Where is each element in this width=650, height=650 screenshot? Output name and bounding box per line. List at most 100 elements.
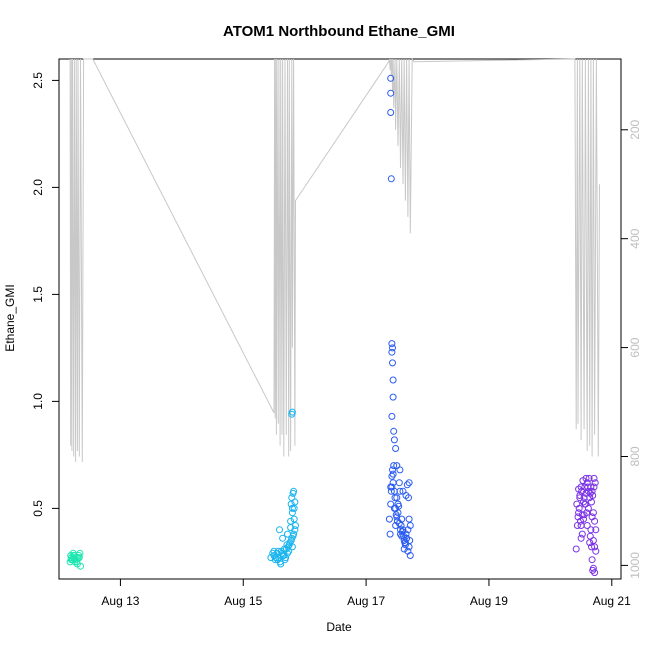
data-point [591,479,599,487]
data-point [276,526,283,534]
data-point [581,483,589,491]
data-point [591,543,599,551]
x-axis: Aug 13 Aug 15 Aug 17 Aug 19 Aug 21 [101,578,631,608]
data-point [588,498,595,506]
data-point [587,526,595,534]
x-tick-label: Aug 15 [224,594,262,608]
data-point [397,526,404,534]
data-point [396,466,404,474]
data-point [572,545,580,553]
x-tick-label: Aug 13 [101,594,139,608]
data-point [285,547,293,555]
x-axis-label: Date [326,620,352,634]
data-point [585,474,593,482]
data-point [405,479,413,487]
data-point [390,427,398,435]
data-point [592,547,600,555]
data-point [390,436,398,444]
data-point [392,445,400,452]
y-tick-label: 0.5 [31,500,45,517]
y2-axis: 200 400 600 800 1000 [621,119,642,579]
data-point [402,492,410,499]
data-point [387,74,395,82]
data-point [576,494,584,502]
data-point [394,500,402,508]
x-tick-label: Aug 21 [593,594,631,608]
data-point [289,489,297,497]
chart-title: ATOM1 Northbound Ethane_GMI [223,23,455,40]
data-point [592,526,600,534]
data-point [274,547,282,555]
data-point [401,539,409,547]
data-point [389,479,397,487]
data-point [578,511,586,519]
data-point [590,483,598,491]
y2-tick-label: 1000 [628,552,642,579]
data-point [588,543,595,551]
data-point [388,340,396,348]
data-point [387,175,395,183]
data-point [589,509,597,517]
data-point [385,515,393,523]
data-point [578,530,586,538]
x-tick-label: Aug 19 [470,594,508,608]
data-point [387,500,395,508]
data-point [405,515,413,523]
data-point [589,564,597,572]
data-point [388,412,396,420]
y2-tick-label: 400 [628,228,642,248]
data-point [274,556,282,564]
data-point [387,109,395,116]
data-point [389,359,396,367]
y-tick-label: 2.5 [31,72,45,89]
data-point [404,526,412,534]
data-point [588,556,596,564]
data-point [591,569,599,577]
data-point [288,509,296,517]
data-point [291,526,299,534]
data-point [589,537,597,544]
data-point [287,517,295,525]
y2-tick-label: 200 [628,119,642,139]
data-point [390,462,398,470]
data-point [388,348,396,356]
data-point [588,513,596,521]
data-point [403,481,411,489]
data-points-layer [66,74,600,577]
pressure-line-layer [69,57,600,462]
data-point [390,487,398,495]
y2-tick-label: 800 [628,446,642,466]
data-point [581,500,589,508]
data-point [406,552,414,559]
data-point [395,519,403,527]
data-point [283,541,291,549]
data-point [590,474,598,482]
data-point [389,376,397,384]
y-axis: 0.5 1.0 1.5 2.0 2.5 [31,72,59,517]
y-tick-label: 2.0 [31,179,45,196]
x-tick-label: Aug 17 [347,594,385,608]
pressure-line [69,57,600,462]
y-axis-label: Ethane_GMI [3,284,17,351]
data-point [393,517,401,525]
data-point [580,494,588,502]
data-point [393,513,401,521]
data-point [290,515,298,523]
data-point [272,554,280,562]
y-tick-label: 1.0 [31,393,45,410]
data-point [77,562,84,570]
data-point [387,487,395,495]
y2-tick-label: 600 [628,337,642,357]
data-point [282,554,290,562]
data-point [280,552,288,559]
data-point [575,485,583,493]
data-point [575,504,583,512]
data-point [388,472,396,480]
data-point [577,534,585,542]
data-point [580,498,587,506]
data-point [395,479,403,487]
plot-frame [58,58,622,580]
data-point [577,522,585,529]
data-point [584,487,592,495]
